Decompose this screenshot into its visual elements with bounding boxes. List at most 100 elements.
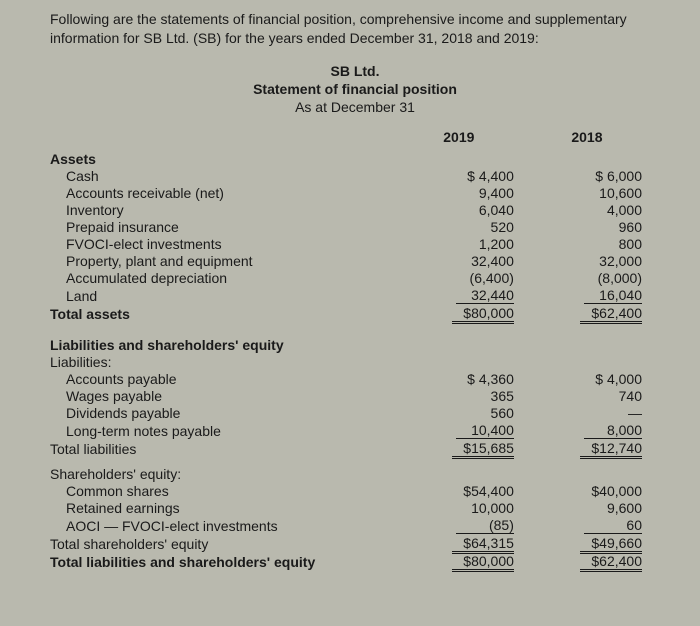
year-header-row: 20192018 [50,128,660,145]
table-row: Retained earnings10,0009,600 [50,499,660,516]
value-2018 [532,145,660,168]
value-2019 [404,145,532,168]
table-row: Long-term notes payable10,4008,000 [50,421,660,439]
row-label: Wages payable [50,387,404,404]
table-row: Total assets$80,000$62,400 [50,305,660,323]
value-2018: 9,600 [532,499,660,516]
value-2019: (85) [404,516,532,534]
value-2018: $40,000 [532,482,660,499]
table-row: Liabilities and shareholders' equity [50,331,660,354]
value-2018: 800 [532,236,660,253]
row-label: Cash [50,168,404,185]
value-2019: 32,400 [404,253,532,270]
value-2018: 10,600 [532,185,660,202]
value-2019: $80,000 [404,305,532,323]
table-row: Cash$ 4,400$ 6,000 [50,168,660,185]
total-equity: Total shareholders' equity [50,534,404,552]
value-2018: (8,000) [532,270,660,287]
row-label: Dividends payable [50,404,404,421]
value-2018: $62,400 [532,305,660,323]
value-2019: $80,000 [404,552,532,570]
value-2019: 560 [404,404,532,421]
table-row: Accounts receivable (net)9,40010,600 [50,185,660,202]
table-row: FVOCI-elect investments1,200800 [50,236,660,253]
table-row: Total liabilities and shareholders' equi… [50,552,660,570]
value-2019: 520 [404,219,532,236]
row-label: Land [50,287,404,305]
row-label: Accumulated depreciation [50,270,404,287]
financial-table: 20192018AssetsCash$ 4,400$ 6,000Accounts… [50,128,660,570]
assets-heading: Assets [50,145,404,168]
row-label: Common shares [50,482,404,499]
value-2018: 8,000 [532,421,660,439]
value-2018: $ 6,000 [532,168,660,185]
table-row: Total shareholders' equity$64,315$49,660 [50,534,660,552]
table-row: Inventory6,0404,000 [50,202,660,219]
company-name: SB Ltd. [50,62,660,80]
year-2018: 2018 [532,128,660,145]
total-liab-equity: Total liabilities and shareholders' equi… [50,552,404,570]
table-row: Land32,44016,040 [50,287,660,305]
value-2018: $49,660 [532,534,660,552]
value-2018 [532,465,660,482]
year-2019: 2019 [404,128,532,145]
value-2019: 10,000 [404,499,532,516]
table-row: Shareholders' equity: [50,465,660,482]
statement-title: Statement of financial position [50,80,660,98]
value-2018: $12,740 [532,439,660,457]
value-2018: — [532,404,660,421]
value-2018: 16,040 [532,287,660,305]
value-2019: (6,400) [404,270,532,287]
value-2019: 9,400 [404,185,532,202]
table-row: Accumulated depreciation(6,400)(8,000) [50,270,660,287]
row-label: Property, plant and equipment [50,253,404,270]
table-row: Common shares$54,400$40,000 [50,482,660,499]
value-2018: $62,400 [532,552,660,570]
value-2018 [532,353,660,370]
row-label: Accounts payable [50,370,404,387]
value-2019: $ 4,400 [404,168,532,185]
value-2019: $54,400 [404,482,532,499]
value-2018: 32,000 [532,253,660,270]
liabilities-subheading: Liabilities: [50,353,404,370]
row-label: Inventory [50,202,404,219]
row-label: Prepaid insurance [50,219,404,236]
value-2018: 4,000 [532,202,660,219]
value-2018: $ 4,000 [532,370,660,387]
value-2019: 6,040 [404,202,532,219]
value-2019: 365 [404,387,532,404]
value-2018: 960 [532,219,660,236]
value-2019: $15,685 [404,439,532,457]
value-2019: $ 4,360 [404,370,532,387]
table-row: Liabilities: [50,353,660,370]
as-of-line: As at December 31 [50,98,660,116]
row-label: FVOCI-elect investments [50,236,404,253]
value-2019: 10,400 [404,421,532,439]
table-row: Total liabilities$15,685$12,740 [50,439,660,457]
value-2019 [404,331,532,354]
statement-header: SB Ltd. Statement of financial position … [50,62,660,117]
blank [50,128,404,145]
value-2018 [532,331,660,354]
value-2019: 32,440 [404,287,532,305]
table-row: Prepaid insurance520960 [50,219,660,236]
value-2019 [404,353,532,370]
row-label: AOCI — FVOCI-elect investments [50,516,404,534]
table-row: Assets [50,145,660,168]
table-row: Dividends payable560— [50,404,660,421]
table-row: Wages payable365740 [50,387,660,404]
equity-subheading: Shareholders' equity: [50,465,404,482]
row-label: Retained earnings [50,499,404,516]
table-row: Property, plant and equipment32,40032,00… [50,253,660,270]
value-2018: 60 [532,516,660,534]
intro-text: Following are the statements of financia… [50,10,660,48]
liab-eq-heading: Liabilities and shareholders' equity [50,331,404,354]
row-label: Long-term notes payable [50,421,404,439]
table-row: AOCI — FVOCI-elect investments(85)60 [50,516,660,534]
value-2019: $64,315 [404,534,532,552]
value-2019 [404,465,532,482]
value-2018: 740 [532,387,660,404]
total-liabilities: Total liabilities [50,439,404,457]
row-label: Accounts receivable (net) [50,185,404,202]
table-row: Accounts payable$ 4,360$ 4,000 [50,370,660,387]
